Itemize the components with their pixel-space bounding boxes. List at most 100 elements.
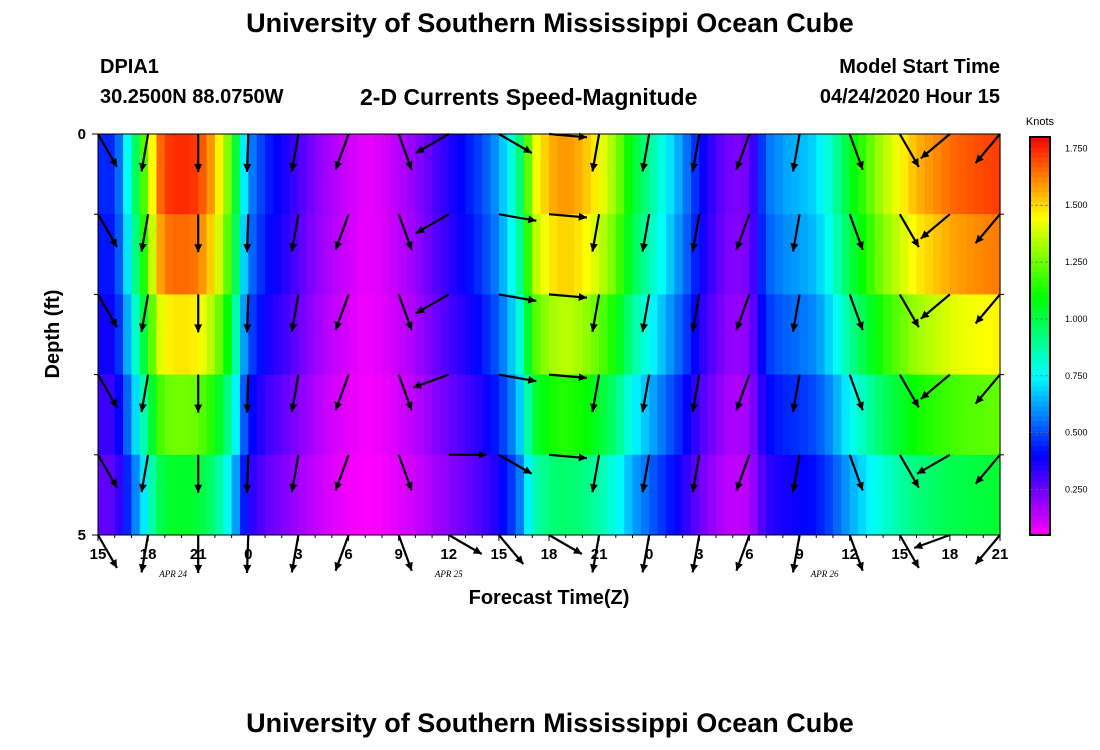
colorbar-tick-label: 1.250 — [1065, 257, 1088, 267]
heatmap-cell — [883, 454, 893, 536]
heatmap-cell — [457, 454, 467, 536]
heatmap-cell — [365, 374, 375, 456]
colorbar-segment — [1030, 151, 1050, 158]
current-vector — [590, 534, 601, 573]
heatmap-cell — [690, 454, 700, 536]
heatmap-cell — [315, 374, 325, 456]
heatmap-cell — [599, 294, 609, 375]
heatmap-cell — [440, 374, 450, 456]
heatmap-cell — [148, 214, 158, 295]
heatmap-cell — [832, 294, 842, 375]
heatmap-cell — [273, 214, 283, 295]
heatmap-cell — [916, 134, 926, 215]
heatmap-cell — [189, 454, 199, 536]
heatmap-cell — [540, 294, 550, 375]
heatmap-cell — [390, 294, 400, 375]
current-vector — [898, 133, 920, 168]
colorbar-segment — [1030, 276, 1050, 282]
date-label: APR 24 — [158, 569, 187, 579]
current-vector — [735, 374, 751, 411]
heatmap-cell — [281, 454, 291, 536]
current-vector — [243, 454, 252, 493]
colorbar-segment — [1030, 226, 1050, 233]
current-vector — [640, 454, 651, 493]
heatmap-cell — [323, 294, 333, 375]
heatmap-cell — [148, 454, 158, 536]
heatmap-cell — [131, 134, 141, 215]
heatmap-cell — [874, 214, 884, 295]
heatmap-cell — [958, 374, 968, 456]
heatmap-cell — [381, 374, 391, 456]
heatmap-cell — [473, 134, 483, 215]
heatmap-cell — [231, 294, 241, 375]
heatmap-cell — [924, 294, 934, 375]
heatmap-cell — [356, 214, 366, 295]
heatmap-cell — [582, 374, 592, 456]
heatmap-cell — [824, 134, 834, 215]
heatmap-cell — [924, 134, 934, 215]
current-vector — [243, 294, 252, 333]
colorbar-segment — [1030, 321, 1050, 327]
heatmap-cell — [891, 374, 901, 456]
heatmap-cell — [966, 214, 976, 295]
current-vector — [690, 214, 701, 252]
colorbar-segment — [1030, 201, 1050, 208]
current-vector — [590, 374, 601, 413]
heatmap-cell — [114, 214, 124, 295]
heatmap-cell — [824, 454, 834, 536]
heatmap-cell — [849, 374, 859, 456]
colorbar-segment — [1030, 485, 1050, 491]
heatmap-cell — [749, 134, 759, 215]
heatmap-cell — [841, 214, 851, 295]
heatmap-cell — [206, 374, 216, 456]
heatmap-cell — [298, 134, 308, 215]
heatmap-cell — [123, 454, 133, 536]
heatmap-cell — [507, 454, 517, 536]
heatmap-cell — [582, 214, 592, 295]
heatmap-cell — [173, 454, 183, 536]
heatmap-cell — [407, 454, 416, 536]
current-vector — [139, 294, 150, 332]
heatmap-cell — [248, 134, 258, 215]
heatmap-cell — [832, 214, 842, 295]
heatmap-cell — [682, 294, 692, 375]
heatmap-cell — [189, 134, 199, 215]
heatmap-cell — [156, 454, 166, 536]
heatmap-cell — [933, 454, 943, 536]
heatmap-cell — [766, 214, 776, 295]
heatmap-cell — [724, 134, 734, 215]
heatmap-cell — [423, 294, 433, 375]
heatmap-cell — [649, 214, 659, 295]
heatmap-cell — [498, 374, 508, 456]
heatmap-cell — [206, 294, 216, 375]
x-tick-label: 3 — [294, 546, 302, 563]
current-vector — [498, 213, 537, 224]
current-vector — [548, 453, 587, 462]
colorbar-tick-label: 0.750 — [1065, 371, 1088, 381]
heatmap-cell — [532, 454, 542, 536]
heatmap-cell — [214, 374, 224, 456]
heatmap-cell — [98, 214, 107, 295]
heatmap-cell — [716, 134, 725, 215]
station-id: DPIA1 — [100, 56, 159, 78]
heatmap-cell — [949, 294, 959, 375]
heatmap-cell — [265, 454, 274, 536]
heatmap-cell — [106, 214, 116, 295]
current-vector — [974, 213, 1001, 245]
heatmap-cell — [974, 374, 984, 456]
heatmap-cell — [432, 374, 442, 456]
y-axis-label: Depth (ft) — [42, 290, 64, 379]
heatmap-cell — [899, 294, 909, 375]
colorbar-segment — [1030, 510, 1050, 516]
current-vector — [848, 534, 864, 572]
heatmap-cell — [365, 214, 375, 295]
heatmap-cell — [908, 454, 918, 536]
current-vector — [289, 454, 300, 493]
heatmap-cell — [933, 214, 943, 295]
heatmap-cell — [373, 214, 383, 295]
heatmap-cell — [816, 454, 826, 536]
colorbar-segment — [1030, 186, 1050, 193]
heatmap-cell — [665, 454, 675, 536]
heatmap-cell — [941, 454, 951, 536]
x-tick-label: 3 — [695, 546, 703, 563]
